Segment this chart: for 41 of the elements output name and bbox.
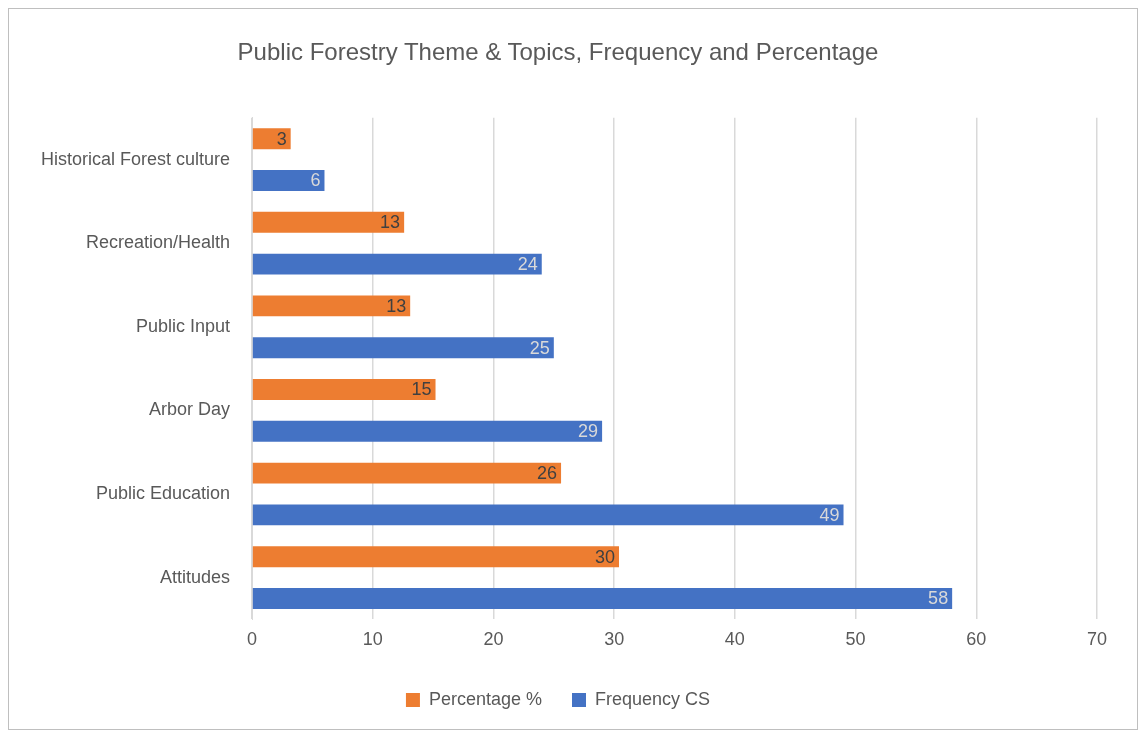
bar — [252, 253, 542, 275]
bar — [252, 211, 405, 233]
bar — [252, 295, 411, 317]
x-tick-label: 40 — [724, 629, 745, 650]
data-label: 25 — [529, 337, 550, 358]
y-tick-label: Arbor Day — [149, 399, 231, 420]
data-label: 3 — [276, 128, 287, 149]
x-tick-label: 60 — [966, 629, 987, 650]
bar — [252, 128, 291, 150]
y-tick-label: Recreation/Health — [85, 232, 231, 253]
x-tick-label: 20 — [483, 629, 504, 650]
data-label: 49 — [819, 504, 840, 525]
data-label: 26 — [537, 463, 558, 484]
chart-title: Public Forestry Theme & Topics, Frequency and Percentage — [237, 38, 879, 66]
data-label: 30 — [594, 546, 615, 567]
data-label: 29 — [578, 421, 599, 442]
data-label: 58 — [928, 588, 949, 609]
x-tick-label: 0 — [247, 629, 258, 650]
x-tick-label: 30 — [604, 629, 625, 650]
y-tick-label: Public Education — [95, 482, 231, 503]
x-tick-label: 10 — [362, 629, 383, 650]
data-label: 15 — [411, 379, 432, 400]
y-tick-label: Attitudes — [160, 566, 231, 587]
bar — [252, 379, 436, 400]
x-tick-label: 70 — [1086, 629, 1108, 650]
bar — [252, 462, 562, 484]
y-tick-label: Public Input — [135, 315, 231, 336]
x-tick-label: 50 — [845, 629, 866, 650]
legend-label: Frequency CS — [595, 688, 711, 709]
data-label: 6 — [310, 170, 321, 191]
bar — [252, 546, 619, 568]
data-label: 13 — [380, 212, 401, 233]
legend-label: Percentage % — [428, 688, 543, 709]
bar — [252, 420, 603, 442]
bar — [252, 170, 325, 191]
data-label: 13 — [386, 295, 407, 316]
bar — [252, 337, 554, 359]
y-tick-label: Historical Forest culture — [40, 148, 231, 169]
bar — [252, 504, 844, 526]
bar — [252, 588, 953, 609]
data-label: 24 — [517, 254, 538, 275]
